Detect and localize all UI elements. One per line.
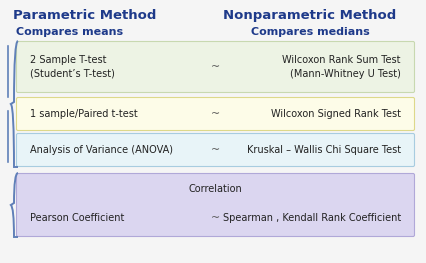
Text: 2 Sample T-test
(Student’s T-test): 2 Sample T-test (Student’s T-test) (30, 55, 115, 79)
Text: Pearson Coefficient: Pearson Coefficient (30, 213, 124, 223)
Text: Compares medians: Compares medians (250, 27, 368, 37)
Text: Correlation: Correlation (188, 184, 242, 194)
Text: Compares means: Compares means (16, 27, 123, 37)
Text: Spearman , Kendall Rank Coefficient: Spearman , Kendall Rank Coefficient (222, 213, 400, 223)
FancyBboxPatch shape (17, 42, 414, 93)
Text: Wilcoxon Signed Rank Test: Wilcoxon Signed Rank Test (271, 109, 400, 119)
Text: Kruskal – Wallis Chi Square Test: Kruskal – Wallis Chi Square Test (246, 145, 400, 155)
Text: Wilcoxon Rank Sum Test
(Mann-Whitney U Test): Wilcoxon Rank Sum Test (Mann-Whitney U T… (282, 55, 400, 79)
FancyBboxPatch shape (17, 174, 414, 236)
Text: Parametric Method: Parametric Method (13, 8, 156, 22)
Text: ~: ~ (210, 109, 220, 119)
Text: ~: ~ (210, 213, 220, 223)
Text: ~: ~ (210, 62, 220, 72)
FancyBboxPatch shape (17, 134, 414, 166)
Text: 1 sample/Paired t-test: 1 sample/Paired t-test (30, 109, 138, 119)
Text: Analysis of Variance (ANOVA): Analysis of Variance (ANOVA) (30, 145, 173, 155)
Text: ~: ~ (210, 145, 220, 155)
FancyBboxPatch shape (17, 98, 414, 130)
Text: Nonparametric Method: Nonparametric Method (223, 8, 396, 22)
